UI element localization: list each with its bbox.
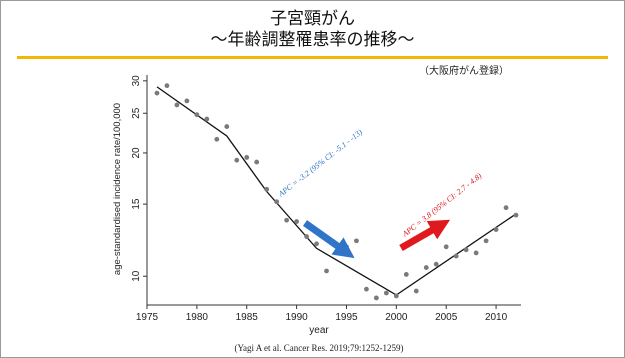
data-point [284,217,290,223]
data-point [184,98,190,104]
data-point [373,295,379,301]
title-line-1: 子宮頸がん [270,9,355,29]
x-tick-label: 1990 [285,312,308,323]
data-point [383,290,389,296]
data-point [403,272,409,277]
data-point [314,241,319,247]
data-point [204,116,210,122]
data-point [244,155,250,160]
citation: (Yagi A et al. Cancer Res. 2019;79:1252-… [234,343,403,353]
axes: 10 15 20 25 30 1975 1980 1985 1990 1995 2000 2005 20… [131,75,521,323]
data-point [254,159,260,165]
data-point [294,219,299,224]
y-tick-label: 15 [131,198,142,210]
x-tick-label: 2010 [485,312,508,323]
x-tick-label: 2005 [435,312,458,323]
y-tick-label: 20 [131,147,142,159]
y-tick-label: 10 [131,270,142,282]
data-point [194,112,200,118]
data-point [413,288,419,294]
data-point [174,102,180,108]
data-point [264,186,270,192]
y-tick-label: 30 [131,75,142,87]
data-point [443,244,449,250]
joinpoint-trend-path [156,86,517,296]
decline-apc-label: APC = -3.2 (95% CI: -5.1 - -13) [276,127,364,199]
data-point [433,261,439,267]
data-point [234,157,240,163]
decline-arrow [302,220,355,259]
trend-line [156,86,517,296]
increase-arrow [399,219,451,252]
data-point [463,247,469,253]
x-tick-label: 2000 [385,312,408,323]
slide-title: 子宮頸がん 〜年齢調整罹患率の推移〜 [1,9,624,51]
data-point [513,212,519,218]
data-point [214,136,220,142]
title-underline [17,56,608,59]
data-point [334,250,339,256]
x-tick-label: 1985 [236,312,259,323]
data-point [393,293,399,299]
y-axis-label: age-standardised incidence rate/100,000 [112,103,123,275]
x-tick-label: 1995 [335,312,358,323]
x-axis-label: year [309,325,329,336]
data-point [364,286,369,292]
y-tick-label: 25 [131,107,142,119]
x-tick-label: 1980 [186,312,209,323]
x-tick-label: 1975 [136,312,159,323]
data-point [164,83,170,89]
data-point [473,250,479,256]
data-point [354,238,359,244]
data-point [453,253,459,259]
data-point [154,90,160,96]
data-point [304,234,309,239]
data-point [493,227,499,232]
title-line-2: 〜年齢調整罹患率の推移〜 [210,30,415,50]
data-point [324,268,329,274]
data-point [483,238,489,244]
data-point [503,205,509,211]
data-point [274,199,280,205]
data-point [423,265,429,270]
data-point [224,124,230,129]
source-label: （大阪府がん登録） [419,64,509,77]
increase-apc-label: APC = 3.8 (95% CI: 2.7 - 4.8) [400,171,484,239]
